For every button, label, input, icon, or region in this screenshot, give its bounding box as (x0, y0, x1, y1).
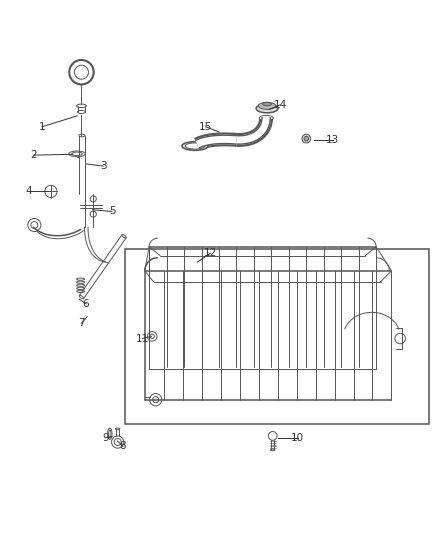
Circle shape (304, 136, 308, 141)
Text: 11: 11 (136, 334, 149, 344)
Text: 10: 10 (291, 433, 304, 442)
Bar (125, 249, 428, 424)
Text: 9: 9 (102, 433, 109, 442)
Text: 8: 8 (120, 441, 126, 451)
Text: 7: 7 (78, 318, 85, 328)
Ellipse shape (185, 143, 205, 149)
Text: 6: 6 (82, 298, 89, 309)
Text: 12: 12 (204, 248, 217, 259)
Ellipse shape (258, 102, 276, 109)
Ellipse shape (182, 142, 208, 150)
Circle shape (302, 134, 311, 143)
Ellipse shape (259, 116, 273, 120)
Text: 4: 4 (26, 187, 32, 196)
Text: 1: 1 (39, 122, 46, 132)
Text: 5: 5 (109, 206, 115, 216)
Ellipse shape (256, 104, 278, 113)
Text: 14: 14 (273, 100, 287, 110)
Text: 3: 3 (100, 161, 106, 171)
Text: 15: 15 (199, 122, 212, 132)
Ellipse shape (263, 102, 272, 106)
Text: 13: 13 (326, 135, 339, 145)
Text: 2: 2 (30, 150, 37, 160)
